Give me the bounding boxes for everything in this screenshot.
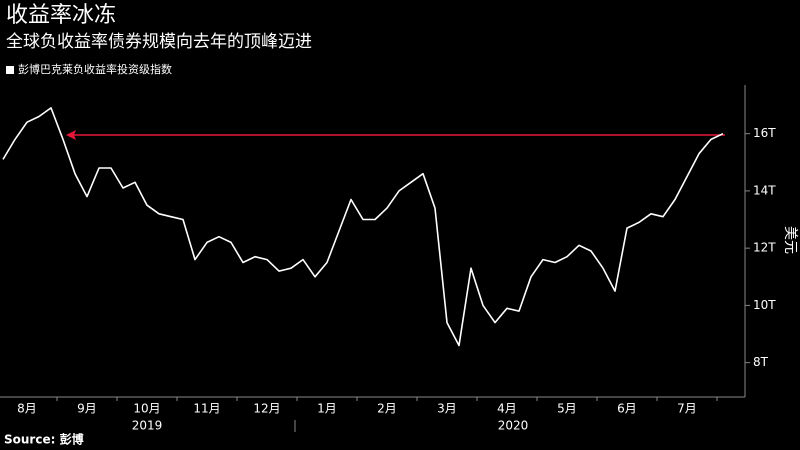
chart-title: 收益率冰冻 — [6, 3, 116, 28]
year-label: 2020 — [498, 419, 529, 433]
legend-label: 彭博巴克莱负收益率投资级指数 — [18, 62, 172, 76]
y-tick-label: 10T — [753, 298, 776, 312]
x-tick-label: 8月 — [17, 402, 37, 416]
data-line — [2, 107, 724, 347]
x-tick-label: 5月 — [557, 402, 577, 416]
x-tick-label: 11月 — [193, 402, 220, 416]
y-axis-label: 美元 — [782, 226, 798, 254]
y-tick-label: 16T — [753, 126, 776, 140]
annotation-arrowhead — [66, 130, 76, 140]
y-tick-label: 8T — [753, 355, 769, 369]
x-tick-label: 10月 — [133, 402, 160, 416]
x-tick-label: 4月 — [497, 402, 517, 416]
x-tick-label: 1月 — [317, 402, 337, 416]
x-tick-label: 9月 — [77, 402, 97, 416]
year-label: 2019 — [132, 419, 163, 433]
x-tick-label: 2月 — [377, 402, 397, 416]
y-tick-label: 12T — [753, 241, 776, 255]
x-tick-label: 7月 — [677, 402, 697, 416]
chart-subtitle: 全球负收益率债券规模向去年的顶峰迈进 — [6, 32, 312, 52]
y-tick-label: 14T — [753, 183, 776, 197]
legend-swatch — [6, 66, 14, 74]
x-tick-label: 3月 — [437, 402, 457, 416]
x-tick-label: 12月 — [253, 402, 280, 416]
x-tick-label: 6月 — [617, 402, 637, 416]
source: Source: 彭博 — [4, 432, 84, 447]
